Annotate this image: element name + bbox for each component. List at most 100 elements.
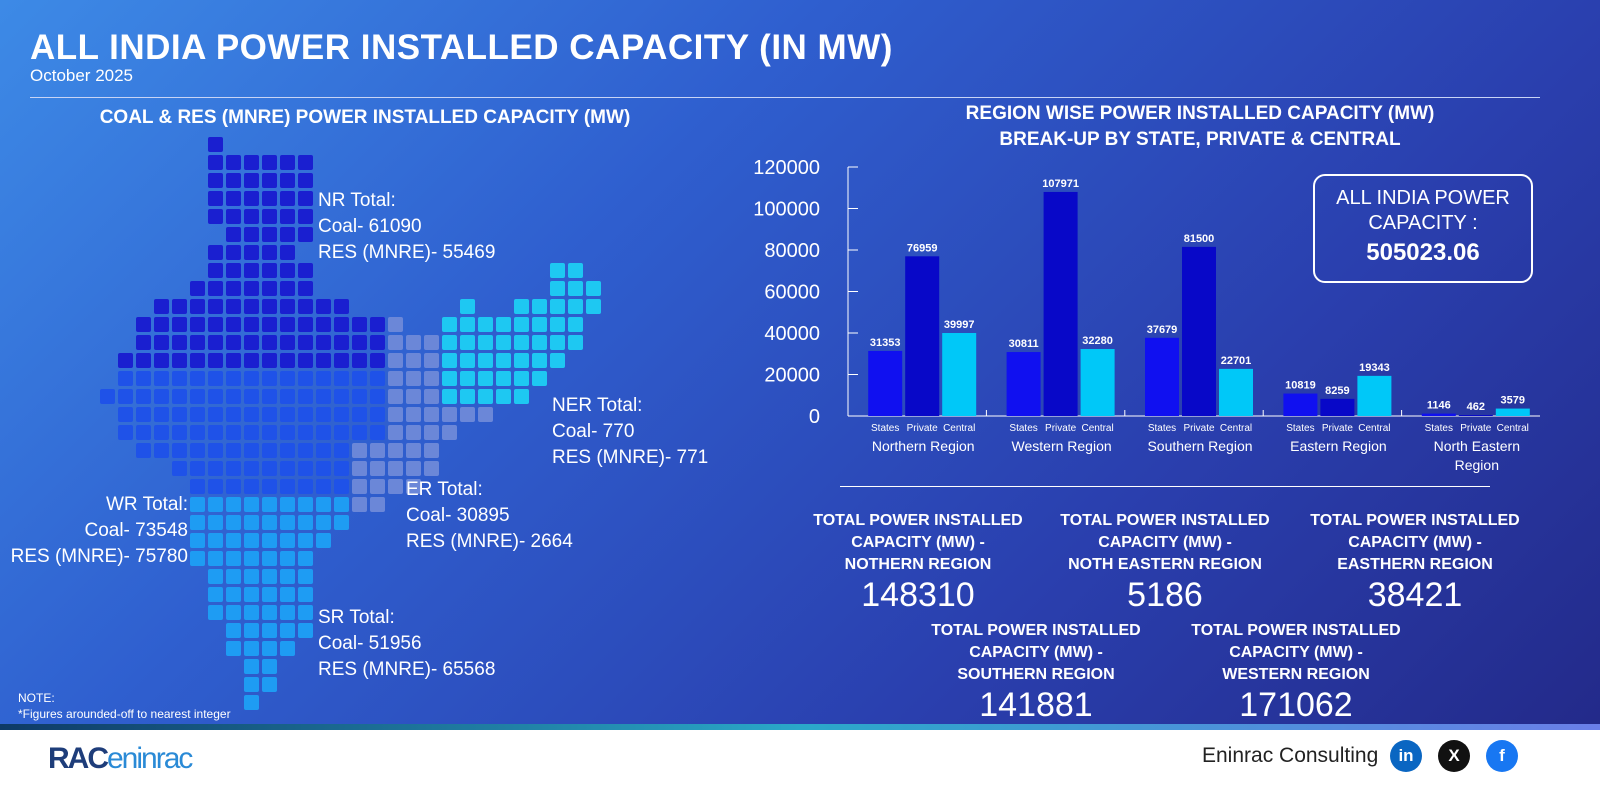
map-dot xyxy=(442,389,457,404)
y-tick-label: 120000 xyxy=(753,157,820,179)
map-dot xyxy=(262,425,277,440)
x-icon[interactable]: X xyxy=(1438,740,1470,772)
map-dot xyxy=(208,209,223,224)
map-dot xyxy=(568,299,583,314)
map-dot xyxy=(244,623,259,638)
map-dot xyxy=(244,407,259,422)
map-dot xyxy=(316,479,331,494)
map-dot xyxy=(208,281,223,296)
map-dot xyxy=(388,353,403,368)
map-dot xyxy=(352,407,367,422)
map-dot xyxy=(298,425,313,440)
map-dot xyxy=(208,137,223,152)
map-dot xyxy=(388,479,403,494)
map-dot xyxy=(298,551,313,566)
map-dot xyxy=(298,497,313,512)
map-dot xyxy=(388,443,403,458)
map-dot xyxy=(244,389,259,404)
bar-value-label: 10819 xyxy=(1285,380,1316,392)
map-dot xyxy=(226,245,241,260)
map-dot xyxy=(136,425,151,440)
map-dot xyxy=(244,155,259,170)
map-dot xyxy=(190,371,205,386)
map-dot xyxy=(532,371,547,386)
map-dot xyxy=(352,443,367,458)
map-dot xyxy=(190,317,205,332)
map-dot xyxy=(208,191,223,206)
map-dot xyxy=(298,407,313,422)
map-dot xyxy=(532,335,547,350)
map-dot xyxy=(298,281,313,296)
map-dot xyxy=(154,443,169,458)
map-dot xyxy=(496,389,511,404)
bar-states xyxy=(868,350,903,416)
map-dot xyxy=(190,497,205,512)
bar-states xyxy=(1421,413,1456,416)
map-dot xyxy=(280,641,295,656)
map-dot xyxy=(244,497,259,512)
map-dot xyxy=(334,371,349,386)
series-label: Central xyxy=(1220,423,1252,434)
map-dot xyxy=(370,497,385,512)
map-dot xyxy=(244,479,259,494)
facebook-icon[interactable]: f xyxy=(1486,740,1518,772)
footer: RACeninrac Eninrac Consulting in X f xyxy=(0,730,1600,800)
category-label: Southern Region xyxy=(1147,438,1252,454)
map-dot xyxy=(334,479,349,494)
bar-private xyxy=(1043,191,1078,416)
linkedin-icon[interactable]: in xyxy=(1390,740,1422,772)
map-dot xyxy=(298,515,313,530)
map-dot xyxy=(172,299,187,314)
map-dot xyxy=(244,317,259,332)
region-bar-chart: 0 20000 40000 60000 80000 100000 120000 31353 St… xyxy=(753,157,1530,454)
map-dot xyxy=(370,353,385,368)
map-dot xyxy=(262,479,277,494)
map-dot xyxy=(262,227,277,242)
map-dot xyxy=(352,461,367,476)
map-dot xyxy=(442,353,457,368)
map-dot xyxy=(244,443,259,458)
map-dot xyxy=(244,263,259,278)
map-dot xyxy=(262,659,277,674)
map-dot xyxy=(226,605,241,620)
all-india-capacity-value: 505023.06 xyxy=(1366,239,1480,266)
map-dot xyxy=(226,353,241,368)
bar-private xyxy=(1458,415,1493,416)
map-dot xyxy=(262,587,277,602)
map-dot xyxy=(280,407,295,422)
bar-value-label: 32280 xyxy=(1082,335,1113,347)
map-dot xyxy=(424,461,439,476)
map-dot xyxy=(244,245,259,260)
map-dot xyxy=(280,227,295,242)
map-dot xyxy=(514,389,529,404)
map-dot xyxy=(280,263,295,278)
bar-value-label: 81500 xyxy=(1184,233,1215,245)
map-dot xyxy=(316,425,331,440)
map-dot xyxy=(514,335,529,350)
map-dot xyxy=(334,353,349,368)
map-dot xyxy=(208,569,223,584)
map-dot xyxy=(316,335,331,350)
map-dot xyxy=(118,425,133,440)
series-label: Private xyxy=(1183,423,1215,434)
map-dot xyxy=(550,263,565,278)
map-dot xyxy=(514,299,529,314)
map-dot xyxy=(280,551,295,566)
map-dot xyxy=(424,389,439,404)
bar-value-label: 19343 xyxy=(1359,362,1390,374)
map-dot xyxy=(262,497,277,512)
er-label: ER Total: Coal- 30895 RES (MNRE)- 2664 xyxy=(406,479,573,552)
map-dot xyxy=(280,209,295,224)
map-dot xyxy=(334,317,349,332)
map-dot xyxy=(208,353,223,368)
category-label: Eastern Region xyxy=(1290,438,1387,454)
map-dot xyxy=(244,353,259,368)
map-dot xyxy=(406,407,421,422)
map-dot xyxy=(334,389,349,404)
map-dot xyxy=(424,407,439,422)
map-dot xyxy=(172,443,187,458)
map-dot xyxy=(370,335,385,350)
map-dot xyxy=(262,335,277,350)
map-dot xyxy=(568,317,583,332)
map-dot xyxy=(406,335,421,350)
